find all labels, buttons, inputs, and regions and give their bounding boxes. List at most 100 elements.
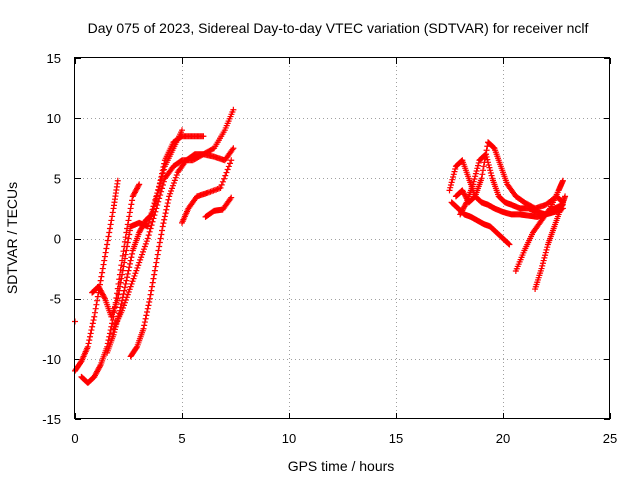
data-point <box>169 185 176 192</box>
data-point <box>230 145 237 152</box>
data-point <box>121 299 128 306</box>
data-point <box>92 305 99 312</box>
data-point <box>148 222 155 229</box>
data-point <box>470 178 477 185</box>
data-point <box>227 195 234 202</box>
x-axis-label: GPS time / hours <box>288 458 395 474</box>
data-point <box>163 206 170 213</box>
data-point <box>474 165 481 172</box>
series-arc-5 <box>104 133 207 356</box>
data-point <box>227 160 234 167</box>
data-point <box>159 185 166 192</box>
data-point <box>169 182 176 189</box>
data-point <box>141 319 148 326</box>
data-point <box>156 180 163 187</box>
data-point <box>462 200 469 207</box>
data-point <box>149 218 156 225</box>
x-tick-label: 10 <box>282 431 296 446</box>
data-point <box>124 243 131 250</box>
data-point <box>121 287 128 294</box>
x-tick-label: 15 <box>389 431 403 446</box>
y-axis-label: SDTVAR / TECUs <box>4 182 20 294</box>
data-point <box>161 160 168 167</box>
data-point <box>104 237 111 244</box>
data-point <box>230 106 237 113</box>
x-tick-label: 25 <box>603 431 617 446</box>
data-point <box>228 194 235 201</box>
data-point <box>150 215 157 222</box>
data-point <box>120 305 127 312</box>
data-point <box>155 187 162 194</box>
data-point <box>135 182 142 189</box>
data-point <box>121 284 128 291</box>
data-point <box>115 291 122 298</box>
data-point <box>446 187 453 194</box>
data-point <box>133 344 140 351</box>
data-point <box>152 263 159 270</box>
data-point <box>86 337 93 344</box>
data-point <box>101 253 108 260</box>
data-point <box>164 203 171 210</box>
data-point <box>505 240 512 247</box>
data-point <box>127 205 134 212</box>
data-point <box>158 188 165 195</box>
data-point <box>119 271 126 278</box>
data-point <box>140 325 147 332</box>
data-point <box>106 330 113 337</box>
data-point <box>123 277 130 284</box>
data-point <box>131 272 138 279</box>
data-point <box>157 235 164 242</box>
data-point <box>93 301 100 308</box>
data-point <box>559 177 566 184</box>
data-point <box>228 157 235 164</box>
data-point <box>483 153 490 160</box>
x-tick-label: 0 <box>71 431 78 446</box>
data-point <box>106 229 113 236</box>
data-point <box>97 277 104 284</box>
y-tick-label: -5 <box>49 292 61 307</box>
data-point <box>122 234 129 241</box>
data-point <box>451 168 458 175</box>
series-arc-6 <box>110 106 237 332</box>
series-arc-15 <box>532 193 569 293</box>
y-tick-label: 15 <box>47 51 61 66</box>
data-point <box>562 193 569 200</box>
data-point <box>108 217 115 224</box>
data-point <box>125 288 132 295</box>
data-point <box>485 161 492 168</box>
y-tick-label: 5 <box>54 171 61 186</box>
data-point <box>94 293 101 300</box>
data-point <box>110 331 117 338</box>
data-point <box>162 210 169 217</box>
data-point <box>126 227 133 234</box>
data-point <box>140 246 147 253</box>
data-point <box>152 208 159 215</box>
data-point <box>126 264 133 271</box>
data-point <box>219 178 226 185</box>
data-point <box>222 172 229 179</box>
data-point <box>126 231 133 238</box>
data-point <box>145 302 152 309</box>
data-point <box>123 294 130 301</box>
data-point <box>84 343 91 350</box>
data-point <box>114 295 121 302</box>
data-point <box>98 273 105 280</box>
data-point <box>120 290 127 297</box>
data-point <box>118 301 125 308</box>
data-point <box>141 243 148 250</box>
x-tick-label: 20 <box>496 431 510 446</box>
data-point <box>144 305 151 312</box>
data-point <box>170 180 177 187</box>
data-point <box>103 245 110 252</box>
data-point <box>142 315 149 322</box>
data-point <box>144 235 151 242</box>
data-point <box>124 291 131 298</box>
data-point <box>122 297 129 304</box>
data-point <box>140 248 147 255</box>
data-point <box>157 177 164 184</box>
data-point <box>142 240 149 247</box>
data-point <box>109 209 116 216</box>
data-point <box>88 327 95 334</box>
data-point <box>85 340 92 347</box>
